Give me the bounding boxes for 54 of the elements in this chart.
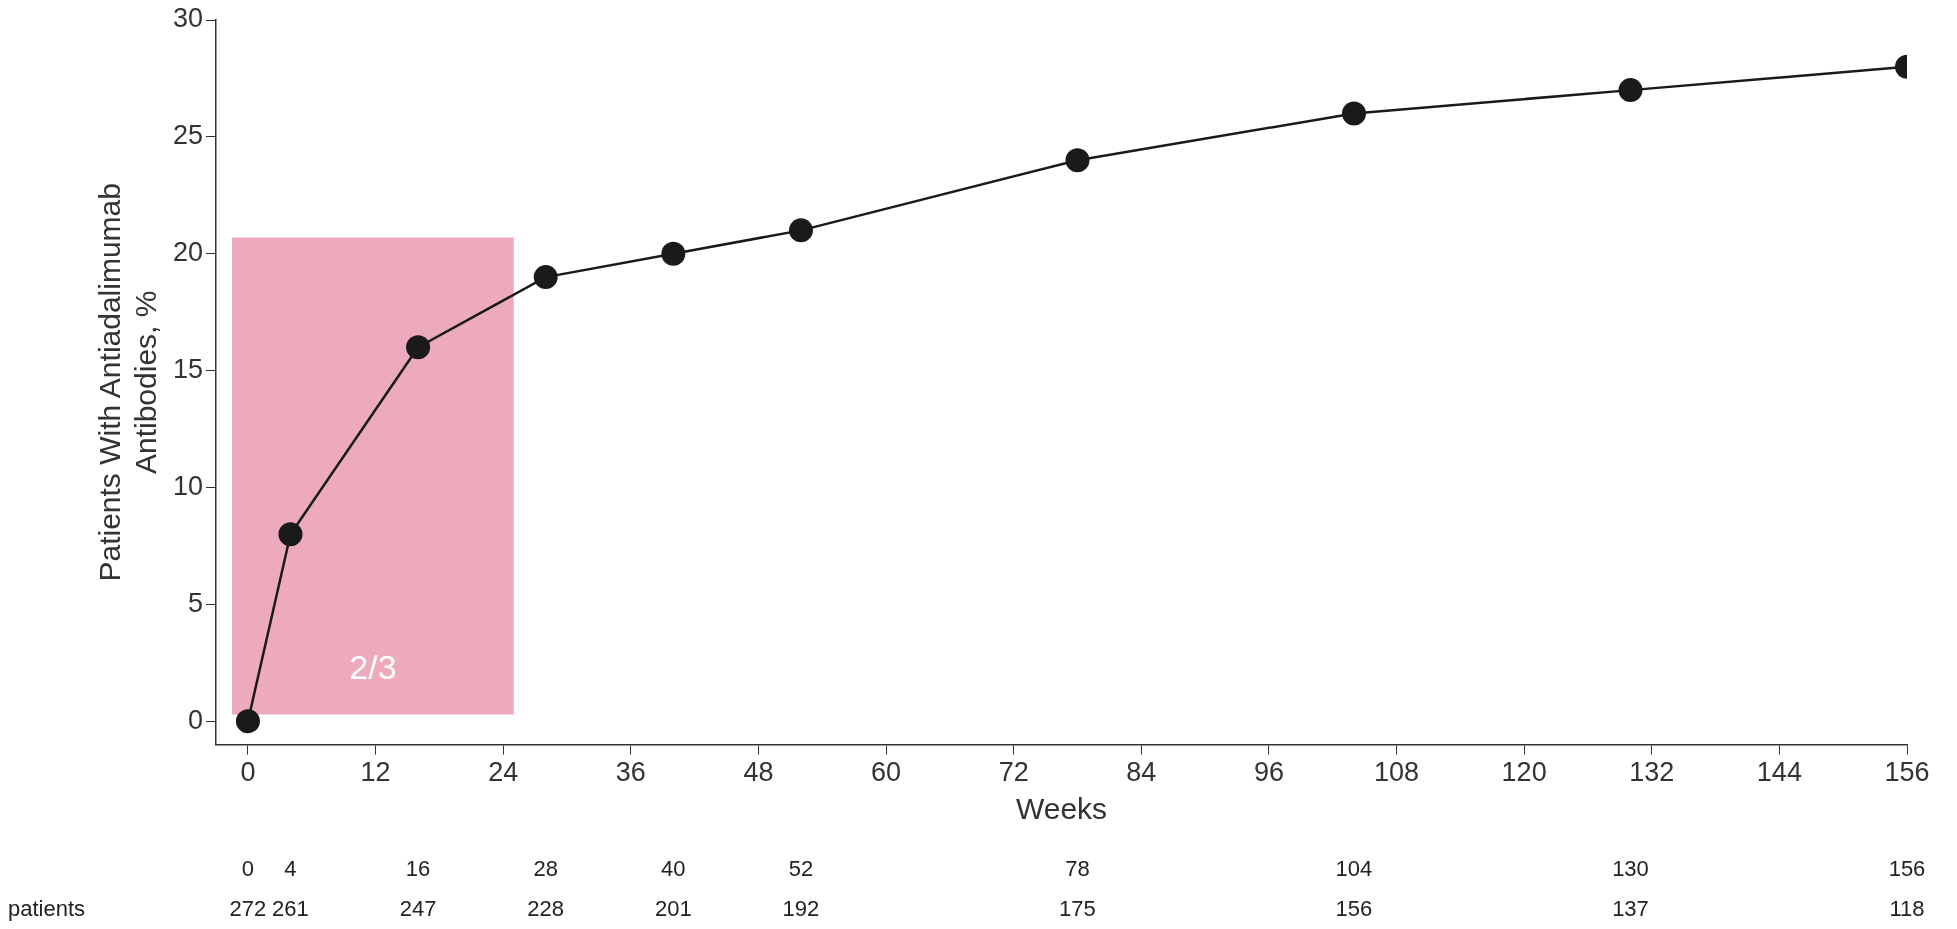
text: 130 [1612, 856, 1649, 882]
x-tick-label: 144 [1756, 757, 1802, 788]
point [1065, 148, 1090, 173]
point [533, 265, 558, 290]
x-tick-label: 156 [1884, 757, 1930, 788]
text: 261 [272, 896, 309, 922]
x-tick-label: 120 [1501, 757, 1547, 788]
y-tick-label: 20 [172, 237, 204, 268]
text: 40 [661, 856, 686, 882]
y-tick-label: 5 [188, 587, 204, 618]
text: 52 [788, 856, 814, 882]
x-tick-label: 0 [240, 757, 256, 788]
point [235, 709, 260, 734]
text: 104 [1335, 856, 1373, 882]
x-tick-label: 24 [488, 757, 519, 788]
text: 28 [533, 856, 558, 882]
text: 137 [1612, 896, 1649, 922]
text: 118 [1889, 896, 1925, 922]
y-tick-label: 15 [172, 354, 204, 385]
text: 156 [1335, 896, 1373, 922]
text: 272 [229, 896, 267, 922]
text: 16 [405, 856, 431, 882]
y-axis-title: Patients With Antiadalimumab Antibodies, % [93, 183, 163, 582]
point [1341, 101, 1366, 126]
y-tick-label: 25 [172, 120, 204, 151]
text: 201 [654, 896, 692, 922]
x-tick-label: 72 [998, 757, 1029, 788]
text: patients [8, 896, 86, 922]
text: 4 [284, 856, 297, 882]
x-tick-label: 96 [1253, 757, 1284, 788]
text: 78 [1065, 856, 1090, 882]
x-axis-title: Weeks [1015, 792, 1108, 826]
text: 192 [782, 896, 820, 922]
text: 0 [241, 856, 255, 882]
y-tick-label: 0 [188, 704, 204, 735]
point [406, 335, 431, 360]
y-tick-label: 10 [172, 470, 204, 501]
x-tick-label: 48 [743, 757, 774, 788]
band-label: 2/3 [349, 647, 397, 686]
text: 156 [1888, 856, 1926, 882]
x-tick-label: 84 [1126, 757, 1157, 788]
point [788, 218, 813, 243]
point [661, 241, 686, 266]
y-tick-label: 30 [172, 3, 204, 34]
x-tick-label: 36 [615, 757, 646, 788]
x-tick-label: 108 [1373, 757, 1420, 788]
x-tick-label: 12 [360, 757, 391, 788]
text: 247 [399, 896, 437, 922]
point [278, 522, 303, 547]
text: 175 [1059, 896, 1096, 922]
text: 228 [527, 896, 565, 922]
point [1618, 78, 1643, 103]
x-tick-label: 132 [1629, 757, 1675, 788]
x-tick-label: 60 [871, 757, 902, 788]
